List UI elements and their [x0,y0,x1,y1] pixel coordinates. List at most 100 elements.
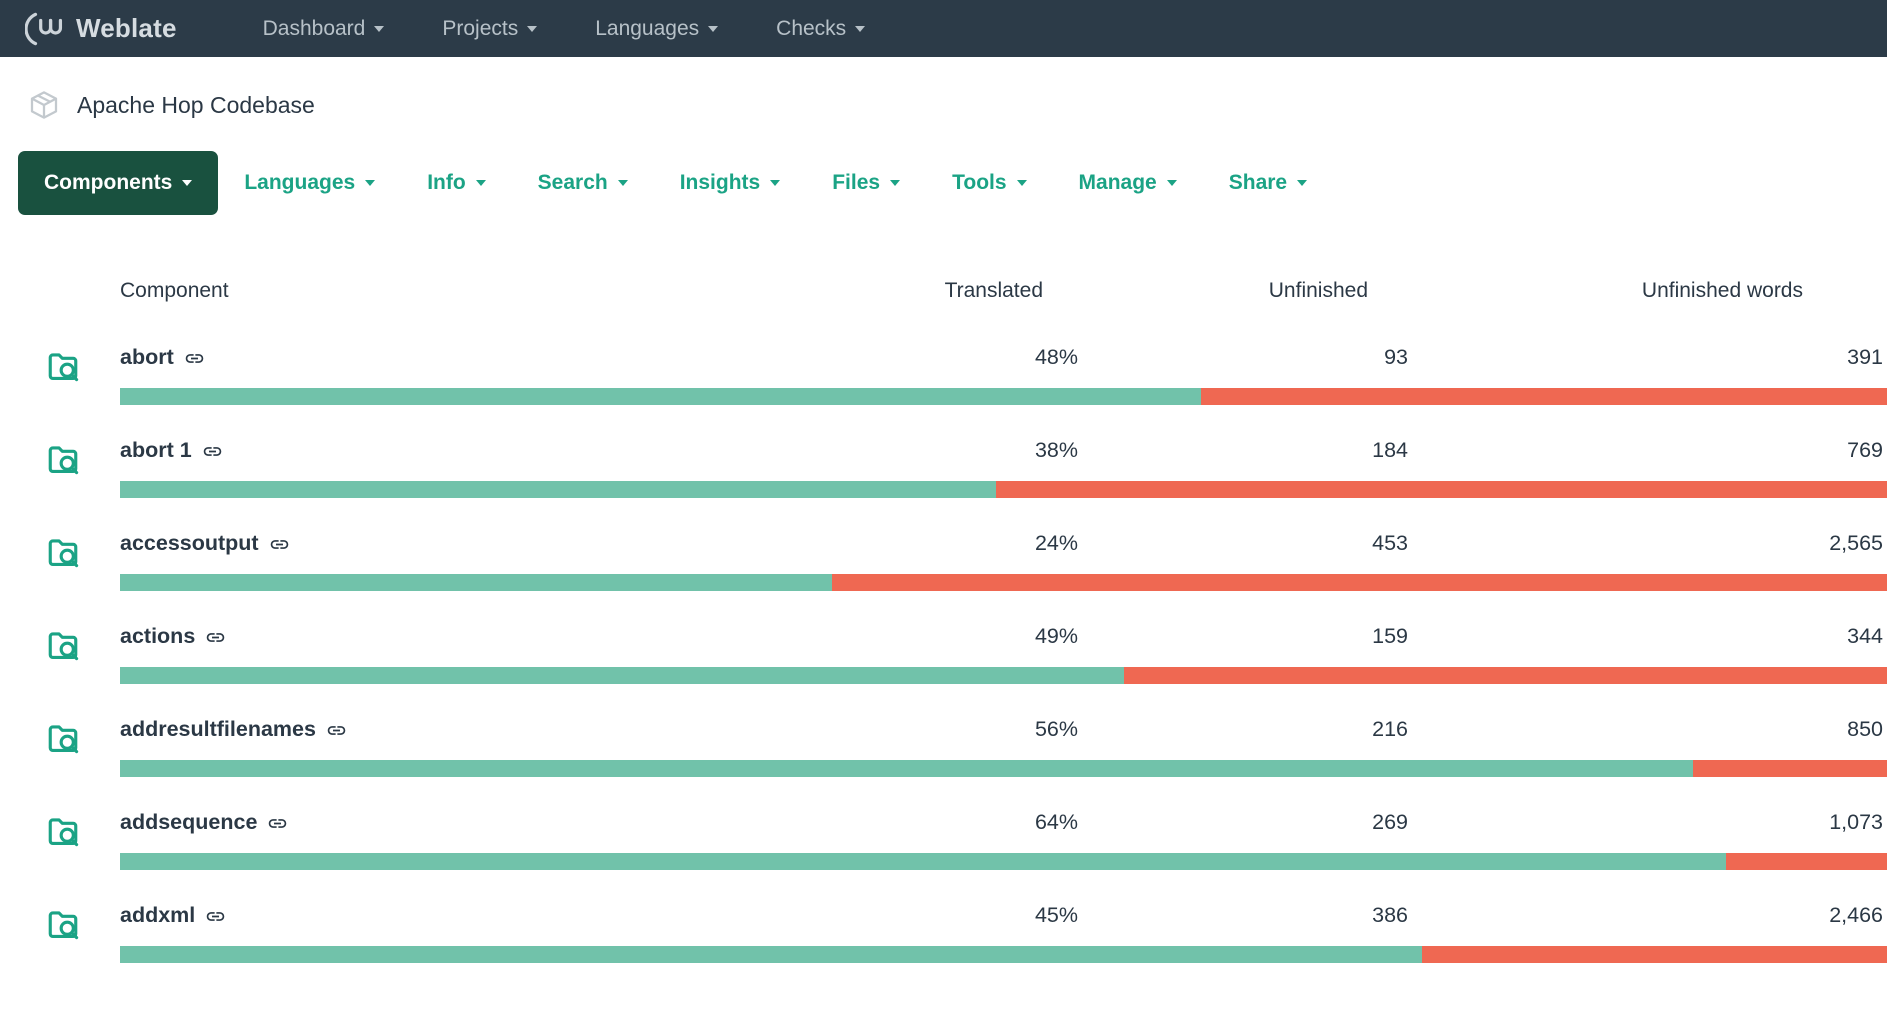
chevron-down-icon [1016,180,1027,186]
tab-label: Languages [244,171,356,194]
table-header: Component Translated Unfinished Unfinish… [0,279,1887,309]
table-row: abort 48% 93 391 [0,325,1887,418]
progress-translated-segment [120,574,833,591]
nav-item-projects[interactable]: Projects [442,17,538,41]
component-link[interactable]: actions [120,624,226,649]
table-row: abort 1 38% 184 769 [0,418,1887,511]
project-title[interactable]: Apache Hop Codebase [77,91,315,118]
progress-unfinished-segment [832,574,1887,591]
tab-tools[interactable]: Tools [926,151,1052,215]
translated-value: 56% [1034,717,1078,741]
project-tab-bar: Components Languages Info Search Insight… [18,151,1887,215]
column-header-unfinished[interactable]: Unfinished [1268,279,1368,302]
folder-search-icon[interactable] [46,535,80,569]
component-name: addresultfilenames [120,717,316,741]
chevron-down-icon [182,180,193,186]
tab-label: Components [44,171,173,194]
tab-search[interactable]: Search [512,151,654,215]
component-link[interactable]: addsequence [120,810,288,835]
folder-search-icon[interactable] [46,628,80,662]
column-header-unfinished-words[interactable]: Unfinished words [1641,279,1803,302]
unfinished-words-value: 391 [1847,345,1883,369]
progress-unfinished-segment [1692,760,1887,777]
translation-progress-bar [120,946,1887,963]
unfinished-value: 269 [1372,810,1408,834]
chevron-down-icon [708,25,719,32]
weblate-logo-icon [25,12,63,45]
unfinished-value: 159 [1372,624,1408,648]
component-name: accessoutput [120,531,259,555]
translation-progress-bar [120,388,1887,405]
folder-search-icon[interactable] [46,721,80,755]
unfinished-value: 216 [1372,717,1408,741]
chevron-down-icon [890,180,901,186]
table-row: actions 49% 159 344 [0,604,1887,697]
unfinished-value: 93 [1384,345,1408,369]
progress-unfinished-segment [1123,667,1887,684]
chevron-down-icon [475,180,486,186]
component-link[interactable]: abort 1 [120,438,223,463]
table-body: abort 48% 93 391 abort 1 38% 18 [0,325,1887,976]
link-icon[interactable] [205,627,226,648]
translated-value: 48% [1034,345,1078,369]
tab-insights[interactable]: Insights [654,151,807,215]
table-row: addresultfilenames 56% 216 850 [0,697,1887,790]
weblate-brand[interactable]: Weblate [25,12,177,46]
folder-search-icon[interactable] [46,349,80,383]
tab-manage[interactable]: Manage [1053,151,1203,215]
tab-files[interactable]: Files [806,151,926,215]
unfinished-words-value: 2,466 [1829,903,1883,927]
tab-languages[interactable]: Languages [218,151,401,215]
tab-info[interactable]: Info [401,151,511,215]
link-icon[interactable] [269,534,290,555]
unfinished-words-value: 850 [1847,717,1883,741]
unfinished-value: 386 [1372,903,1408,927]
breadcrumb: Apache Hop Codebase [0,57,1887,121]
tab-share[interactable]: Share [1203,151,1333,215]
navbar-menu: Dashboard Projects Languages Checks [263,17,866,41]
nav-item-dashboard[interactable]: Dashboard [263,17,385,41]
component-link[interactable]: accessoutput [120,531,290,556]
progress-unfinished-segment [996,481,1887,498]
unfinished-words-value: 769 [1847,438,1883,462]
nav-item-label: Languages [595,16,700,40]
component-link[interactable]: addxml [120,903,226,928]
link-icon[interactable] [184,348,205,369]
chevron-down-icon [365,180,376,186]
progress-translated-segment [120,853,1727,870]
unfinished-words-value: 1,073 [1829,810,1883,834]
component-link[interactable]: abort [120,345,205,370]
unfinished-value: 453 [1372,531,1408,555]
progress-translated-segment [120,760,1693,777]
chevron-down-icon [617,180,628,186]
nav-item-checks[interactable]: Checks [776,17,866,41]
folder-search-icon[interactable] [46,907,80,941]
progress-translated-segment [120,481,997,498]
link-icon[interactable] [202,441,223,462]
component-link[interactable]: addresultfilenames [120,717,347,742]
column-header-translated[interactable]: Translated [944,279,1043,302]
link-icon[interactable] [205,906,226,927]
chevron-down-icon [527,25,538,32]
translated-value: 64% [1034,810,1078,834]
folder-search-icon[interactable] [46,442,80,476]
chevron-down-icon [855,25,866,32]
table-row: accessoutput 24% 453 2,565 [0,511,1887,604]
components-table: Component Translated Unfinished Unfinish… [0,279,1887,976]
chevron-down-icon [1166,180,1177,186]
link-icon[interactable] [267,813,288,834]
column-header-component[interactable]: Component [120,279,229,302]
tab-label: Share [1228,171,1288,194]
link-icon[interactable] [326,720,347,741]
tab-components[interactable]: Components [18,151,219,215]
nav-item-languages[interactable]: Languages [595,16,719,41]
tab-label: Manage [1078,171,1157,194]
progress-translated-segment [120,388,1202,405]
table-row: addsequence 64% 269 1,073 [0,790,1887,883]
nav-item-label: Dashboard [262,16,366,40]
progress-unfinished-segment [1201,388,1887,405]
component-name: abort [120,345,174,369]
translation-progress-bar [120,574,1887,591]
folder-search-icon[interactable] [46,814,80,848]
translated-value: 49% [1034,624,1078,648]
